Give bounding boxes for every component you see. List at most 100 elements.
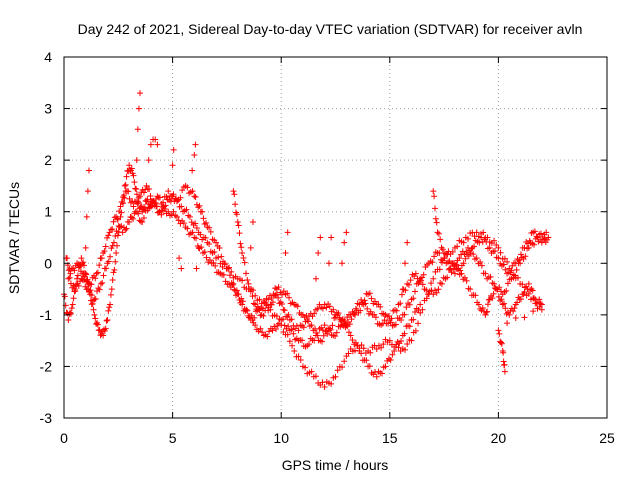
data-point [118, 199, 125, 206]
data-point [382, 363, 389, 370]
data-point [178, 265, 185, 272]
data-point [107, 226, 114, 233]
data-point [345, 329, 352, 336]
data-point [195, 204, 202, 211]
data-point [362, 300, 369, 307]
data-point [285, 323, 292, 330]
data-point [96, 262, 103, 269]
data-point [206, 256, 213, 263]
data-point [521, 284, 528, 291]
data-point [367, 349, 374, 356]
data-point [458, 251, 465, 258]
data-point [510, 308, 517, 315]
data-point [192, 193, 199, 200]
data-point [438, 280, 445, 287]
data-point [146, 186, 153, 193]
data-point [463, 248, 470, 255]
data-point [92, 315, 99, 322]
data-point [410, 316, 417, 323]
data-point [238, 244, 245, 251]
data-point [210, 259, 217, 266]
data-point [121, 194, 128, 201]
data-point [512, 260, 519, 267]
data-point [114, 216, 121, 223]
data-point [191, 193, 198, 200]
data-point [233, 287, 240, 294]
data-point [229, 282, 236, 289]
data-point [486, 296, 493, 303]
data-point [70, 295, 77, 302]
data-point [65, 317, 72, 324]
data-point [200, 215, 207, 222]
data-point [319, 338, 326, 345]
plot-area-frame [63, 56, 608, 419]
data-point [401, 330, 408, 337]
data-point [525, 280, 532, 287]
data-point [368, 295, 375, 302]
data-point [482, 270, 489, 277]
data-point [521, 314, 528, 321]
data-point [531, 228, 538, 235]
data-point [491, 280, 498, 287]
data-point [534, 299, 541, 306]
data-point [329, 322, 336, 329]
data-point [152, 136, 159, 143]
data-point [461, 274, 468, 281]
data-point [295, 353, 302, 360]
data-point [328, 234, 335, 241]
data-point [237, 240, 244, 247]
data-point [411, 308, 418, 315]
data-point [153, 203, 160, 210]
data-point [279, 291, 286, 298]
data-point [490, 290, 497, 297]
data-point [475, 301, 482, 308]
y-tick-label: 3 [44, 101, 52, 117]
data-point [135, 105, 142, 112]
data-point [530, 308, 537, 315]
data-point [403, 304, 410, 311]
data-point [306, 341, 313, 348]
data-point [294, 303, 301, 310]
data-point [339, 260, 346, 267]
data-point [472, 292, 479, 299]
data-point [92, 275, 99, 282]
data-point [78, 275, 85, 282]
data-point [156, 208, 163, 215]
data-point [82, 244, 89, 251]
data-point [239, 277, 246, 284]
data-point [313, 329, 320, 336]
data-point [407, 277, 414, 284]
data-point [521, 244, 528, 251]
data-point [273, 291, 280, 298]
data-point [436, 266, 443, 273]
data-point [80, 277, 87, 284]
data-point [102, 243, 109, 250]
data-point [498, 340, 505, 347]
data-point [404, 239, 411, 246]
data-point [113, 249, 120, 256]
data-point [392, 321, 399, 328]
data-point [526, 237, 533, 244]
data-point [100, 332, 107, 339]
data-point [215, 254, 222, 261]
data-point [397, 300, 404, 307]
data-point [288, 326, 295, 333]
data-point [483, 238, 490, 245]
data-point [74, 260, 81, 267]
data-point [226, 264, 233, 271]
data-point [417, 301, 424, 308]
data-point [92, 295, 99, 302]
data-point [441, 255, 448, 262]
data-point [83, 271, 90, 278]
data-point [225, 265, 232, 272]
data-point [536, 296, 543, 303]
y-tick-label: 4 [44, 49, 52, 65]
data-point [257, 325, 264, 332]
data-point [514, 299, 521, 306]
data-point [193, 265, 200, 272]
data-point [398, 291, 405, 298]
data-point [123, 173, 130, 180]
data-point [128, 165, 135, 172]
data-point [398, 338, 405, 345]
data-point [402, 346, 409, 353]
